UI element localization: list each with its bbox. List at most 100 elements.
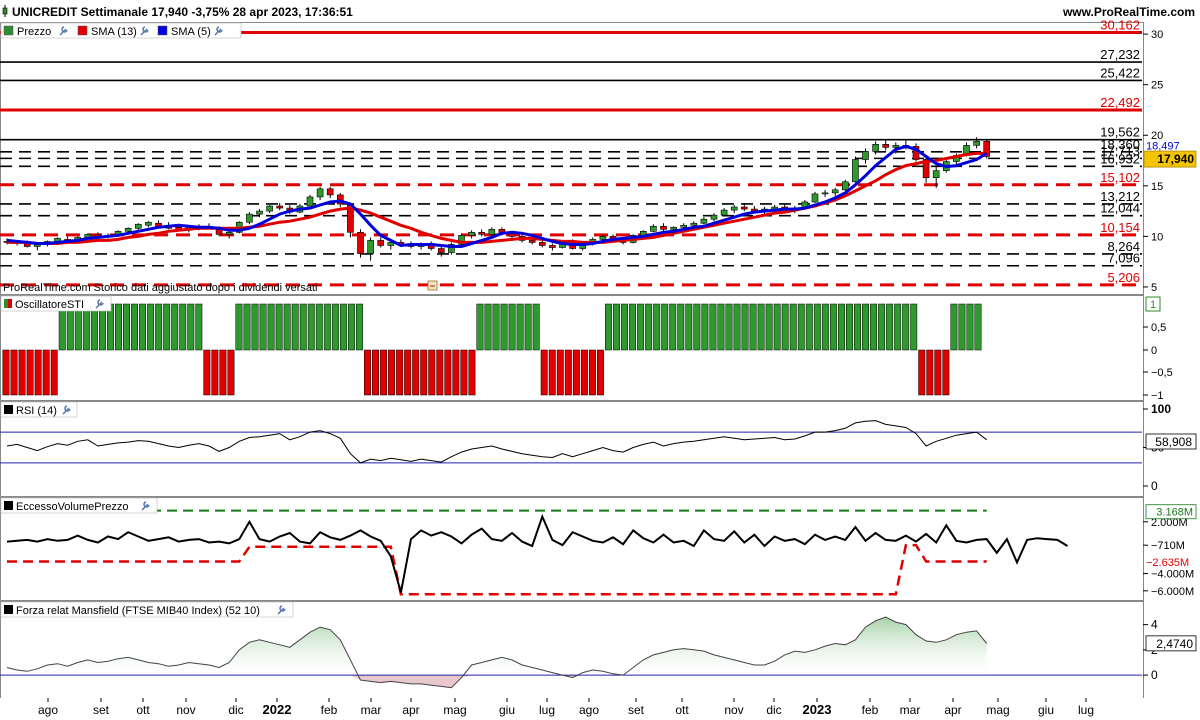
- sti-bar: [211, 349, 219, 396]
- sti-bar: [605, 303, 612, 351]
- sti-bar: [805, 303, 813, 351]
- wrench-icon[interactable]: [140, 26, 149, 36]
- sti-bar: [163, 303, 171, 351]
- x-axis-label: feb: [321, 703, 338, 717]
- price-level-label: 5,206: [1107, 270, 1140, 285]
- last-price-badge-bg: [1143, 150, 1197, 168]
- sti-badge: 1: [1150, 299, 1156, 311]
- candle-body: [852, 159, 859, 183]
- sti-bar: [283, 303, 291, 351]
- sti-bar: [299, 303, 307, 351]
- price-level-label: 12,044: [1100, 201, 1140, 216]
- sti-bar: [974, 303, 982, 351]
- sti-bar: [420, 349, 428, 396]
- sti-bar: [958, 303, 966, 351]
- candle: [660, 223, 667, 232]
- candle-body: [276, 205, 284, 209]
- legend-sma5-label: SMA (5): [171, 26, 211, 38]
- candle-body: [720, 209, 728, 216]
- sti-bar: [115, 303, 122, 351]
- sti-bar: [516, 303, 524, 351]
- sti-bar: [315, 303, 323, 351]
- candle-body: [892, 145, 900, 148]
- x-axis-label: dic: [766, 703, 781, 717]
- mansfield-legend: Forza relat Mansfield (FTSE MIB40 Index)…: [0, 601, 294, 618]
- sti-bar: [613, 303, 620, 351]
- candle: [983, 139, 991, 159]
- candle: [700, 217, 708, 225]
- candle-body: [538, 242, 546, 246]
- candle: [872, 141, 879, 155]
- candle: [720, 208, 728, 217]
- candle: [710, 213, 718, 222]
- volume-upper-badge: 3.168M: [1156, 507, 1193, 519]
- price-tick-label: 5: [1151, 282, 1157, 294]
- mansfield-positive-fill: [7, 617, 987, 676]
- wrench-icon[interactable]: [277, 605, 286, 615]
- sti-bar: [540, 349, 548, 396]
- rsi-tick-label: 0: [1151, 479, 1158, 493]
- last-price-badge: 17,940: [1157, 152, 1194, 166]
- sti-bar: [757, 303, 765, 351]
- price-level-label: 16,932: [1100, 151, 1140, 166]
- site-link[interactable]: www.ProRealTime.com: [1062, 5, 1195, 19]
- candle: [538, 240, 546, 248]
- sti-bar: [870, 303, 878, 351]
- candle: [276, 203, 284, 211]
- x-axis: ago set ott nov dic 2022 feb mar apr mag giu lug ago…: [0, 698, 1200, 720]
- candle: [246, 212, 253, 225]
- sti-bar: [195, 303, 203, 351]
- sti-bar: [428, 349, 436, 396]
- candle-body: [740, 206, 748, 210]
- sti-bar: [171, 303, 179, 351]
- sti-bar: [203, 349, 211, 396]
- panel-frame: [0, 497, 1144, 601]
- wrench-icon[interactable]: [214, 26, 223, 36]
- price-level-label: 17,713: [1100, 143, 1140, 158]
- wrench-icon[interactable]: [62, 405, 71, 415]
- sti-bar: [452, 349, 460, 396]
- price-tick-label: 10: [1151, 231, 1163, 243]
- sti-bar: [508, 303, 516, 351]
- volume-title: EccessoVolumePrezzo: [16, 501, 129, 513]
- wrench-icon[interactable]: [59, 26, 68, 36]
- sti-bar: [412, 349, 420, 396]
- header-candle-icon: [2, 5, 8, 17]
- sti-bar: [862, 303, 869, 351]
- candle-body: [872, 144, 879, 152]
- wrench-icon[interactable]: [141, 501, 150, 511]
- candle: [852, 156, 859, 183]
- candle-body: [932, 170, 940, 179]
- sti-bar: [219, 349, 227, 396]
- volume-tick-label: −6.000M: [1151, 586, 1194, 598]
- sti-bar: [829, 303, 837, 351]
- price-level-label: 25,422: [1100, 65, 1140, 80]
- sti-bar: [532, 303, 540, 351]
- candle-body: [528, 240, 536, 243]
- price-level-label: 8,264: [1107, 239, 1140, 254]
- dividend-icon[interactable]: [427, 280, 438, 291]
- candle-body: [549, 245, 556, 248]
- price-panel: 30,162 27,232 25,422 22,492 19,56218,36017,7…: [0, 17, 1197, 294]
- price-level-label: 15,102: [1100, 170, 1140, 185]
- sti-bar: [307, 303, 315, 351]
- volume-tick-label: −4.000M: [1151, 569, 1194, 581]
- candle-body: [488, 228, 496, 235]
- sti-bar: [629, 303, 637, 351]
- sti-bar: [187, 303, 195, 351]
- volume-lower-badge: −2.635M: [1146, 557, 1189, 569]
- x-axis-bg: [0, 698, 1200, 720]
- sti-bar: [556, 349, 564, 396]
- candle: [468, 230, 475, 239]
- price-level-label: 27,232: [1100, 47, 1140, 62]
- sti-bar: [661, 303, 669, 351]
- mansfield-line: [6, 616, 988, 689]
- price-level-label: 30,162: [1100, 17, 1140, 32]
- candle-body: [225, 232, 233, 235]
- wrench-icon[interactable]: [95, 299, 104, 309]
- x-axis-label: mar: [900, 703, 921, 717]
- sti-bar: [564, 349, 572, 396]
- legend-swatch-prezzo: [3, 25, 14, 36]
- candle-body: [437, 248, 445, 253]
- legend-sma13-label: SMA (13): [91, 26, 137, 38]
